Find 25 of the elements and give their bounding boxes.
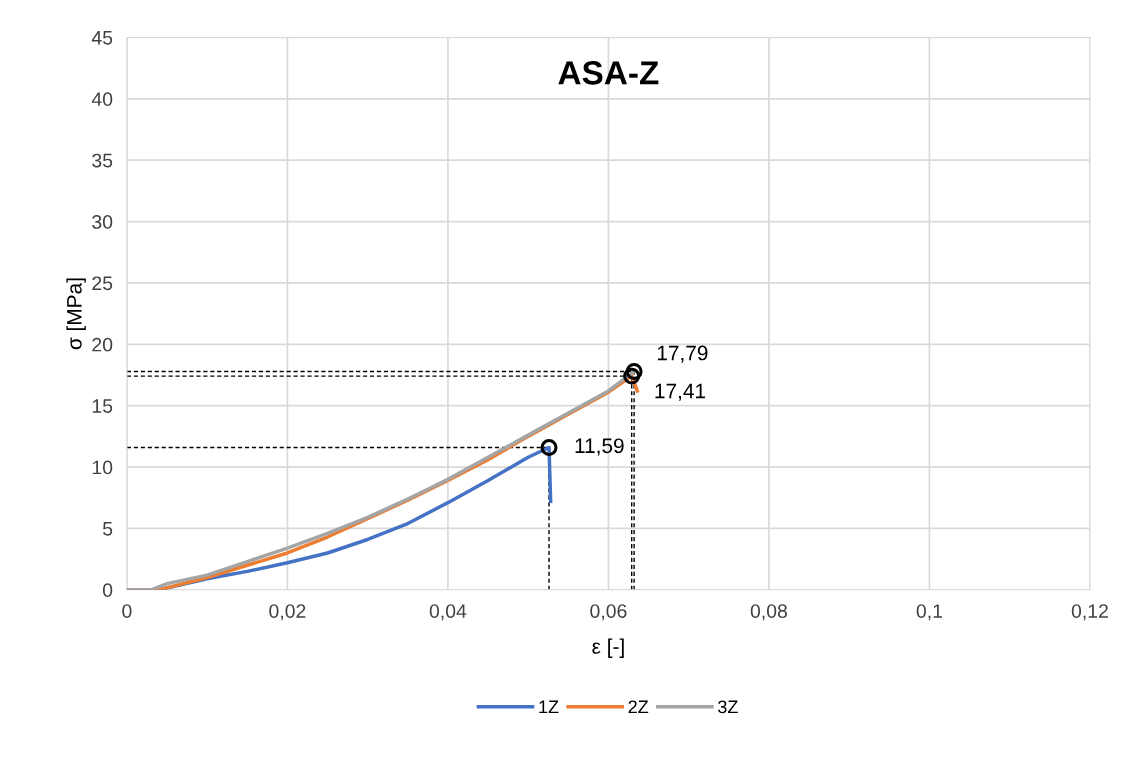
x-tick-label: 0,12 bbox=[1071, 604, 1108, 621]
legend-label: 2Z bbox=[628, 700, 649, 714]
x-tick-label: 0 bbox=[122, 604, 132, 618]
y-tick-label: 25 bbox=[92, 276, 113, 291]
x-tick-label: 0,1 bbox=[916, 604, 943, 621]
x-tick-label: 0,02 bbox=[269, 604, 306, 621]
annotation: 17,79 bbox=[657, 345, 708, 363]
y-tick-label: 45 bbox=[91, 31, 113, 45]
annotation: 17,41 bbox=[655, 383, 706, 401]
y-tick-label: 15 bbox=[92, 399, 113, 413]
y-tick-label: 0 bbox=[102, 583, 113, 598]
x-tick-label: 0,08 bbox=[750, 604, 788, 621]
text: ASA-Z bbox=[558, 61, 659, 85]
y-tick-label: 30 bbox=[92, 215, 113, 229]
x-tick-label: 0,06 bbox=[590, 604, 627, 621]
y-axis-title: σ [MPa] bbox=[66, 278, 86, 350]
y-tick-label: 10 bbox=[92, 460, 113, 475]
y-tick-label: 20 bbox=[92, 337, 113, 352]
legend-label: 1Z bbox=[539, 700, 559, 714]
y-tick-label: 40 bbox=[91, 92, 113, 107]
x-tick-label: 0,04 bbox=[429, 604, 467, 621]
legend-label: 3Z bbox=[718, 700, 738, 714]
x-axis-title: ε [-] bbox=[592, 638, 624, 658]
y-tick-label: 5 bbox=[102, 522, 113, 536]
y-tick-label: 35 bbox=[92, 153, 113, 168]
